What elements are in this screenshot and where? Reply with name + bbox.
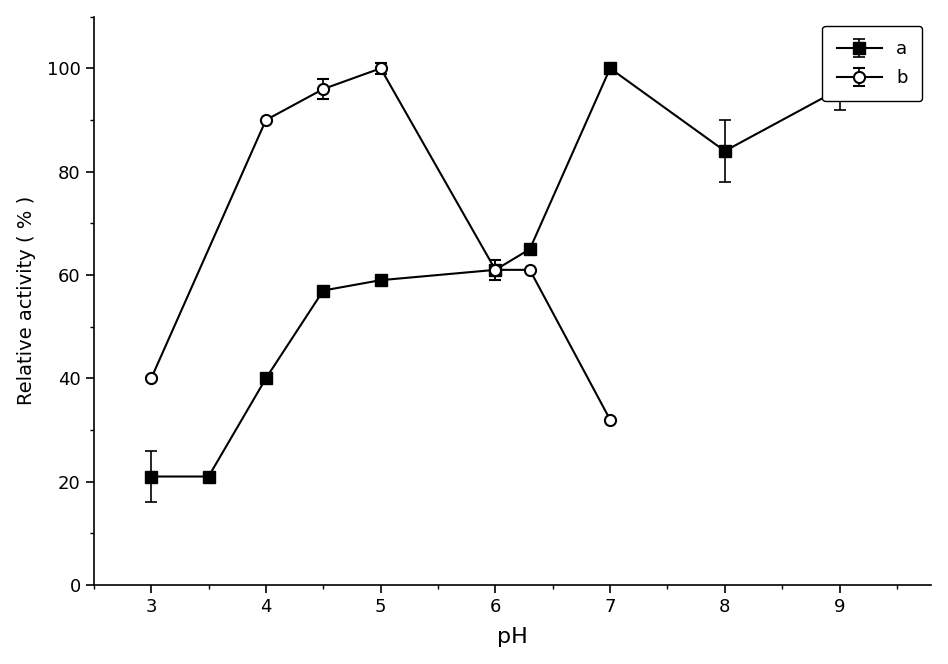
X-axis label: pH: pH — [497, 627, 528, 647]
Y-axis label: Relative activity ( % ): Relative activity ( % ) — [17, 197, 36, 406]
Legend: a, b: a, b — [822, 26, 922, 102]
